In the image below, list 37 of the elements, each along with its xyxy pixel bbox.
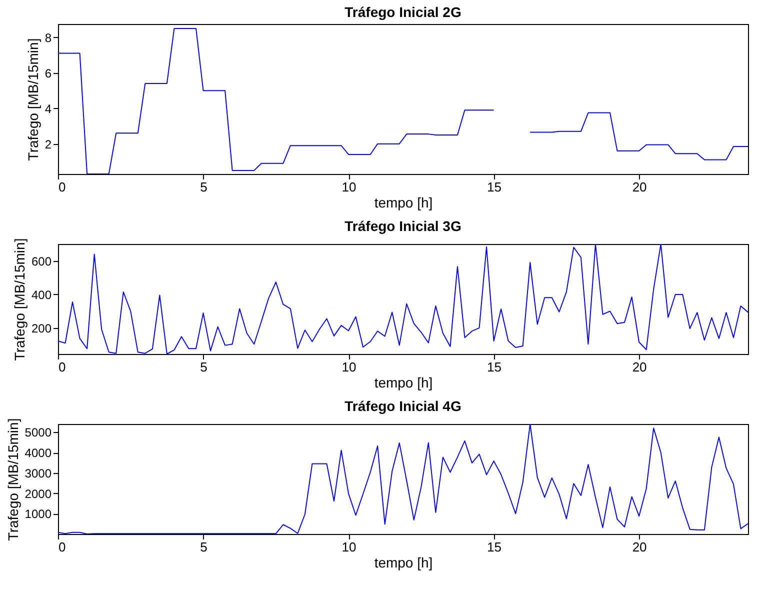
y-axis-title: Trafego [MB/15min] bbox=[11, 238, 28, 361]
x-tick-label: 0 bbox=[58, 540, 66, 554]
x-tick-label: 5 bbox=[200, 540, 208, 554]
y-tick-label: 4 bbox=[44, 102, 52, 116]
x-tick-label: 10 bbox=[342, 540, 356, 554]
chart-title: Tráfego Inicial 4G bbox=[344, 398, 462, 414]
y-tick-label: 600 bbox=[31, 254, 52, 269]
y-tick-label: 1000 bbox=[24, 507, 52, 522]
x-tick-label: 15 bbox=[487, 180, 502, 194]
x-axis-title: tempo [h] bbox=[374, 374, 433, 390]
x-axis-title: tempo [h] bbox=[374, 194, 433, 210]
y-tick-label: 400 bbox=[31, 288, 52, 302]
x-tick-label: 5 bbox=[200, 360, 208, 374]
y-tick-label: 200 bbox=[31, 321, 52, 336]
y-tick-label: 6 bbox=[44, 66, 52, 80]
x-tick-label: 15 bbox=[487, 360, 502, 374]
x-tick-label: 10 bbox=[342, 180, 356, 194]
x-tick-label: 10 bbox=[342, 360, 356, 374]
line-series bbox=[58, 244, 748, 354]
chart-title: Tráfego Inicial 3G bbox=[344, 218, 462, 234]
y-axis-title: Trafego [MB/15min] bbox=[4, 418, 21, 541]
y-tick-label: 3000 bbox=[24, 466, 52, 480]
x-tick-label: 20 bbox=[632, 180, 647, 194]
y-tick-label: 2000 bbox=[24, 486, 52, 501]
x-axis-title: tempo [h] bbox=[374, 554, 433, 570]
x-tick-label: 0 bbox=[58, 360, 66, 374]
chart-title: Tráfego Inicial 2G bbox=[344, 4, 462, 20]
x-tick-label: 20 bbox=[632, 540, 647, 554]
x-tick-label: 5 bbox=[200, 180, 208, 194]
x-tick-label: 15 bbox=[487, 540, 502, 554]
x-tick-label: 20 bbox=[632, 360, 647, 374]
y-tick-label: 5000 bbox=[24, 426, 52, 440]
y-tick-label: 4000 bbox=[24, 446, 52, 460]
x-tick-label: 0 bbox=[58, 180, 66, 194]
y-tick-label: 2 bbox=[44, 137, 52, 152]
y-tick-label: 8 bbox=[44, 30, 52, 45]
y-axis-title: Trafego [MB/15min] bbox=[24, 38, 41, 161]
